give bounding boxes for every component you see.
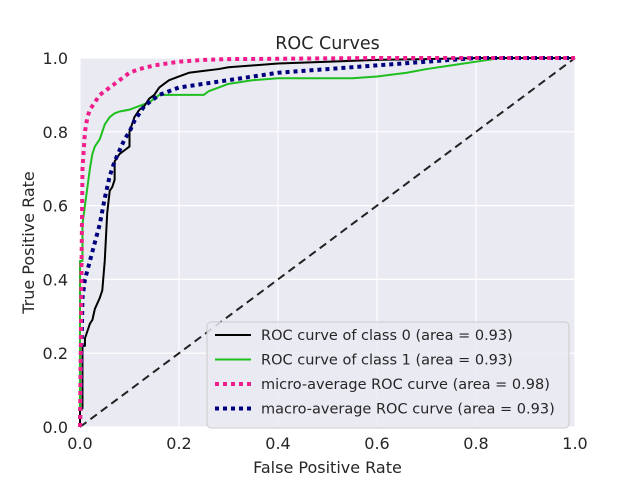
series-line-3 — [78, 56, 575, 428]
legend: ROC curve of class 0 (area = 0.93) ROC cu… — [206, 321, 570, 429]
y-tick-label: 0.6 — [43, 197, 68, 216]
x-tick-label: 0.0 — [67, 434, 92, 453]
series-layer — [78, 56, 576, 428]
x-axis-label: False Positive Rate — [253, 458, 402, 477]
grid-lines — [79, 57, 576, 428]
y-axis-label: True Positive Rate — [19, 171, 38, 315]
y-tick-label: 1.0 — [43, 49, 68, 68]
legend-label: ROC curve of class 1 (area = 0.93) — [261, 353, 513, 369]
y-tick-label: 0.8 — [43, 123, 68, 142]
x-tick-label: 0.8 — [463, 434, 488, 453]
legend-label: macro-average ROC curve (area = 0.93) — [261, 402, 555, 418]
legend-label: ROC curve of class 0 (area = 0.93) — [261, 328, 513, 344]
y-tick-labels: 0.0 0.2 0.4 0.6 0.8 1.0 — [43, 49, 68, 437]
legend-label: micro-average ROC curve (area = 0.98) — [261, 377, 550, 393]
x-tick-label: 0.2 — [166, 434, 191, 453]
x-tick-labels: 0.0 0.2 0.4 0.6 0.8 1.0 — [67, 434, 587, 453]
chance-diagonal-line — [79, 57, 576, 428]
x-tick-label: 0.6 — [364, 434, 389, 453]
y-tick-label: 0.4 — [43, 270, 68, 289]
series-line-0 — [79, 57, 575, 427]
series-line-1 — [79, 57, 575, 427]
y-tick-label: 0.2 — [43, 344, 68, 363]
series-line-2 — [78, 56, 575, 428]
chart-title: ROC Curves — [275, 34, 379, 54]
x-tick-label: 0.4 — [265, 434, 290, 453]
y-tick-label: 0.0 — [43, 418, 68, 437]
legend-box — [206, 321, 570, 429]
x-tick-label: 1.0 — [562, 434, 587, 453]
